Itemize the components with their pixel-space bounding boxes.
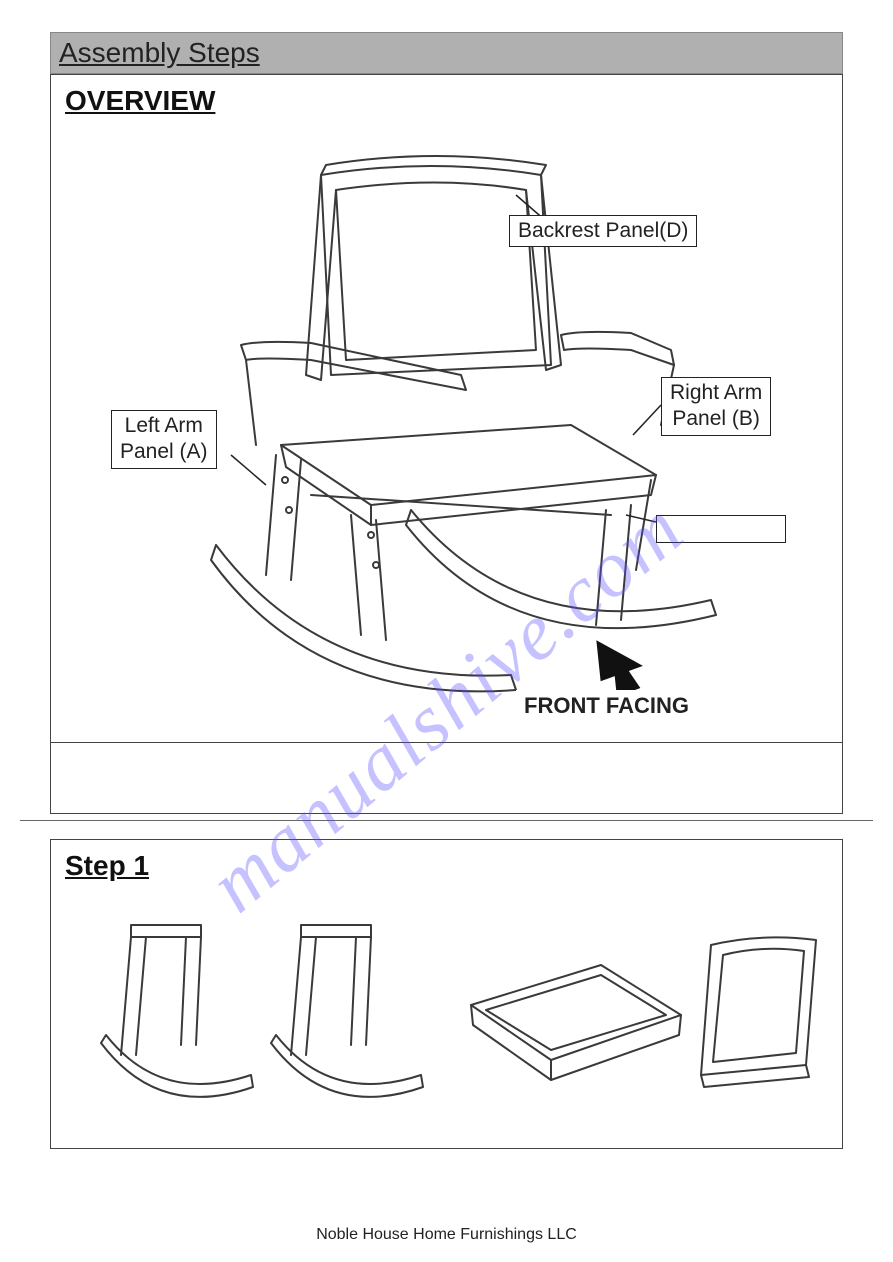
label-left-arm-l1: Left Arm [125, 414, 203, 437]
label-backrest: Backrest Panel(D) [509, 215, 697, 247]
header-title: Assembly Steps [59, 37, 260, 68]
label-seat-blank [656, 515, 786, 543]
step1-title: Step 1 [51, 840, 842, 892]
overview-divider [51, 742, 842, 743]
label-right-arm-l2: Panel (B) [672, 407, 760, 430]
label-right-arm-l1: Right Arm [670, 381, 762, 404]
header-bar: Assembly Steps [50, 32, 843, 74]
mid-rule [20, 820, 873, 821]
overview-panel: OVERVIEW [50, 74, 843, 814]
overview-diagram: Backrest Panel(D) Left Arm Panel (A) Rig… [51, 75, 842, 813]
label-right-arm: Right Arm Panel (B) [661, 377, 771, 436]
label-front-facing: FRONT FACING [516, 690, 697, 722]
label-left-arm-l2: Panel (A) [120, 440, 208, 463]
footer-text: Noble House Home Furnishings LLC [0, 1226, 893, 1244]
step1-parts-svg [51, 895, 841, 1145]
step1-panel: Step 1 [50, 839, 843, 1149]
label-left-arm: Left Arm Panel (A) [111, 410, 217, 469]
page: Assembly Steps OVERVIEW [0, 0, 893, 1169]
